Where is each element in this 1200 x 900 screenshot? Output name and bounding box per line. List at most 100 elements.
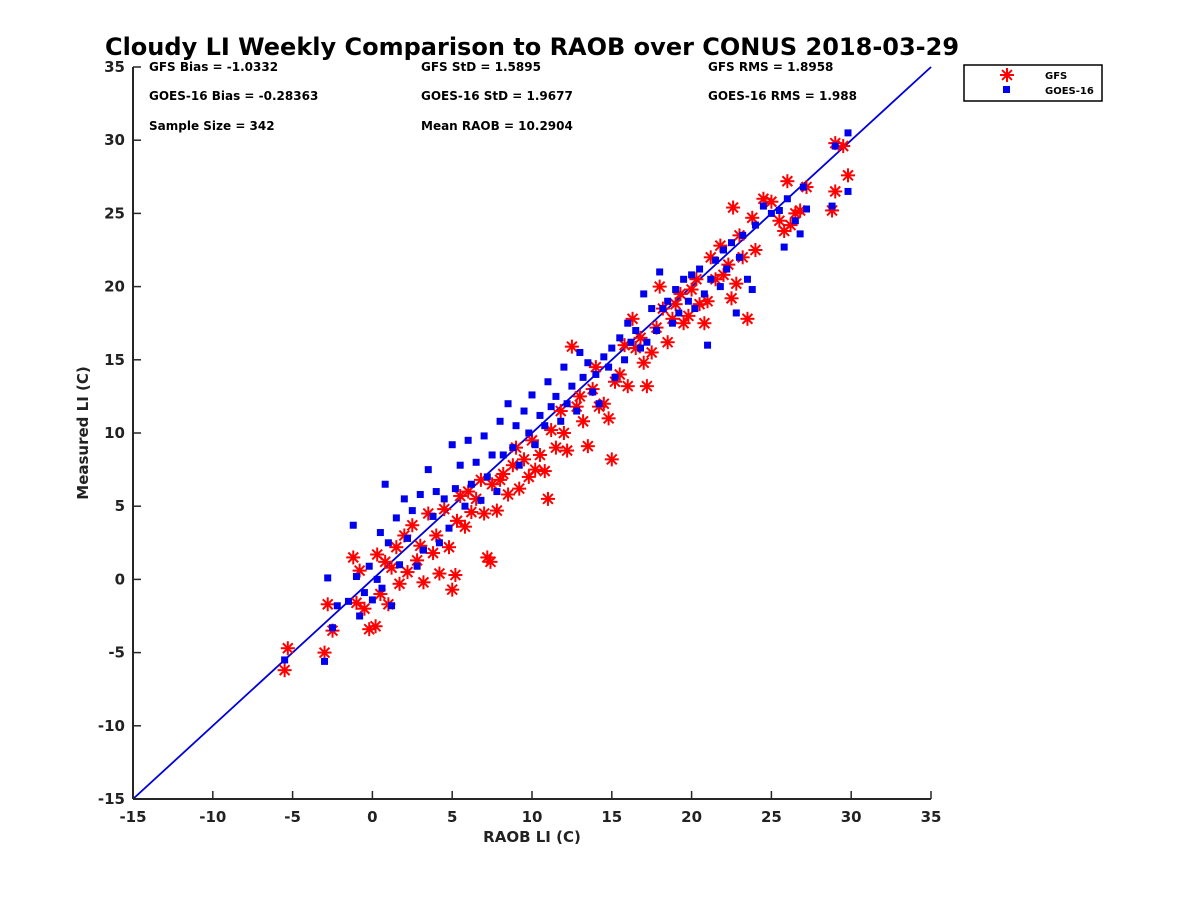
gfs-point [437,502,452,517]
gfs-point [416,575,431,590]
gfs-point [448,568,463,583]
goes-point [557,417,565,425]
gfs-point [483,554,498,569]
x-tick-label: 30 [841,808,862,826]
gfs-point [432,566,447,581]
x-tick-label: 15 [601,808,622,826]
goes-point [656,268,664,276]
goes-point [728,239,735,247]
goes-point [652,327,660,335]
goes-point [712,256,720,264]
goes-point [512,422,520,430]
gfs-point [501,487,516,502]
gfs-point [740,311,755,326]
goes-point [448,441,456,449]
goes-point [392,514,400,522]
goes-point [456,461,464,469]
goes-point [707,275,715,283]
goes-point [472,458,480,466]
goes-point [451,485,459,493]
stat-sample-size: Sample Size = 342 [149,119,275,133]
goes-point [496,417,504,425]
legend-gfs-marker [1000,68,1014,82]
goes-point [552,392,560,400]
gfs-point [532,447,547,462]
goes-point [324,574,332,582]
gfs-point [548,440,563,455]
gfs-point [726,200,741,215]
goes-point [531,441,539,449]
gfs-point [553,404,568,419]
goes-point [743,275,751,283]
goes-point [608,344,616,352]
gfs-point [748,243,763,257]
goes-point [528,391,536,399]
y-tick-label: 5 [115,497,125,515]
goes-point [592,370,600,378]
gfs-point [697,316,712,331]
y-tick-label: -5 [108,644,125,662]
y-tick-label: -10 [98,717,125,735]
goes-point [803,205,811,213]
y-axis-ticks: -15 -10 -5 0 5 10 15 20 25 30 35 [98,58,141,808]
legend-label-gfs: GFS [1045,71,1067,82]
gfs-point [828,184,843,199]
gfs-point [564,339,579,354]
goes-point [416,490,424,498]
goes-point [488,451,496,459]
gfs-point [320,597,335,612]
chart-title: Cloudy LI Weekly Comparison to RAOB over… [105,33,959,61]
y-tick-label: 35 [104,58,125,76]
gfs-point [660,335,675,350]
asterisk-icon [1000,68,1014,82]
goes-point [643,338,651,346]
goes-point [467,480,475,488]
goes-point [696,265,704,273]
goes-point [435,539,443,547]
goes-point [525,429,533,437]
x-axis-ticks: -15 -10 -5 0 5 10 15 20 25 30 35 [119,791,941,826]
gfs-point [576,414,591,429]
goes-point [373,575,381,583]
goes-point [408,507,416,515]
goes-point [675,309,683,317]
y-tick-label: 20 [104,278,125,296]
gfs-point [429,528,444,543]
gfs-point [442,540,457,555]
goes-point [499,451,507,459]
gfs-point [457,519,472,534]
goes-point [680,275,688,283]
gfs-point [572,389,587,404]
goes-point [621,356,629,364]
stat-gfs-rms: GFS RMS = 1.8958 [708,60,833,74]
gfs-point [604,452,619,467]
gfs-point [772,213,787,228]
goes-point [329,624,336,632]
gfs-point [780,174,795,189]
goes-point [321,657,329,665]
goes-point [424,466,432,474]
goes-point [384,539,392,547]
goes-point [376,529,384,537]
goes-point [520,407,528,415]
gfs-point [684,282,699,297]
gfs-point [560,443,575,458]
goes-point [791,217,799,225]
series-gfs [277,136,856,678]
x-tick-label: 0 [367,808,377,826]
goes-point [544,378,552,386]
goes-point [704,341,712,349]
goes-point [684,297,692,305]
goes-point [579,373,587,381]
gfs-point [489,503,504,518]
goes-point [648,305,656,313]
goes-point [493,488,501,496]
goes-point [541,422,549,430]
x-tick-label: -10 [199,808,226,826]
stat-goes-rms: GOES-16 RMS = 1.988 [708,89,857,103]
gfs-point [368,619,383,634]
goes-point [576,348,584,356]
goes-point [356,612,364,620]
goes-point [767,209,775,217]
